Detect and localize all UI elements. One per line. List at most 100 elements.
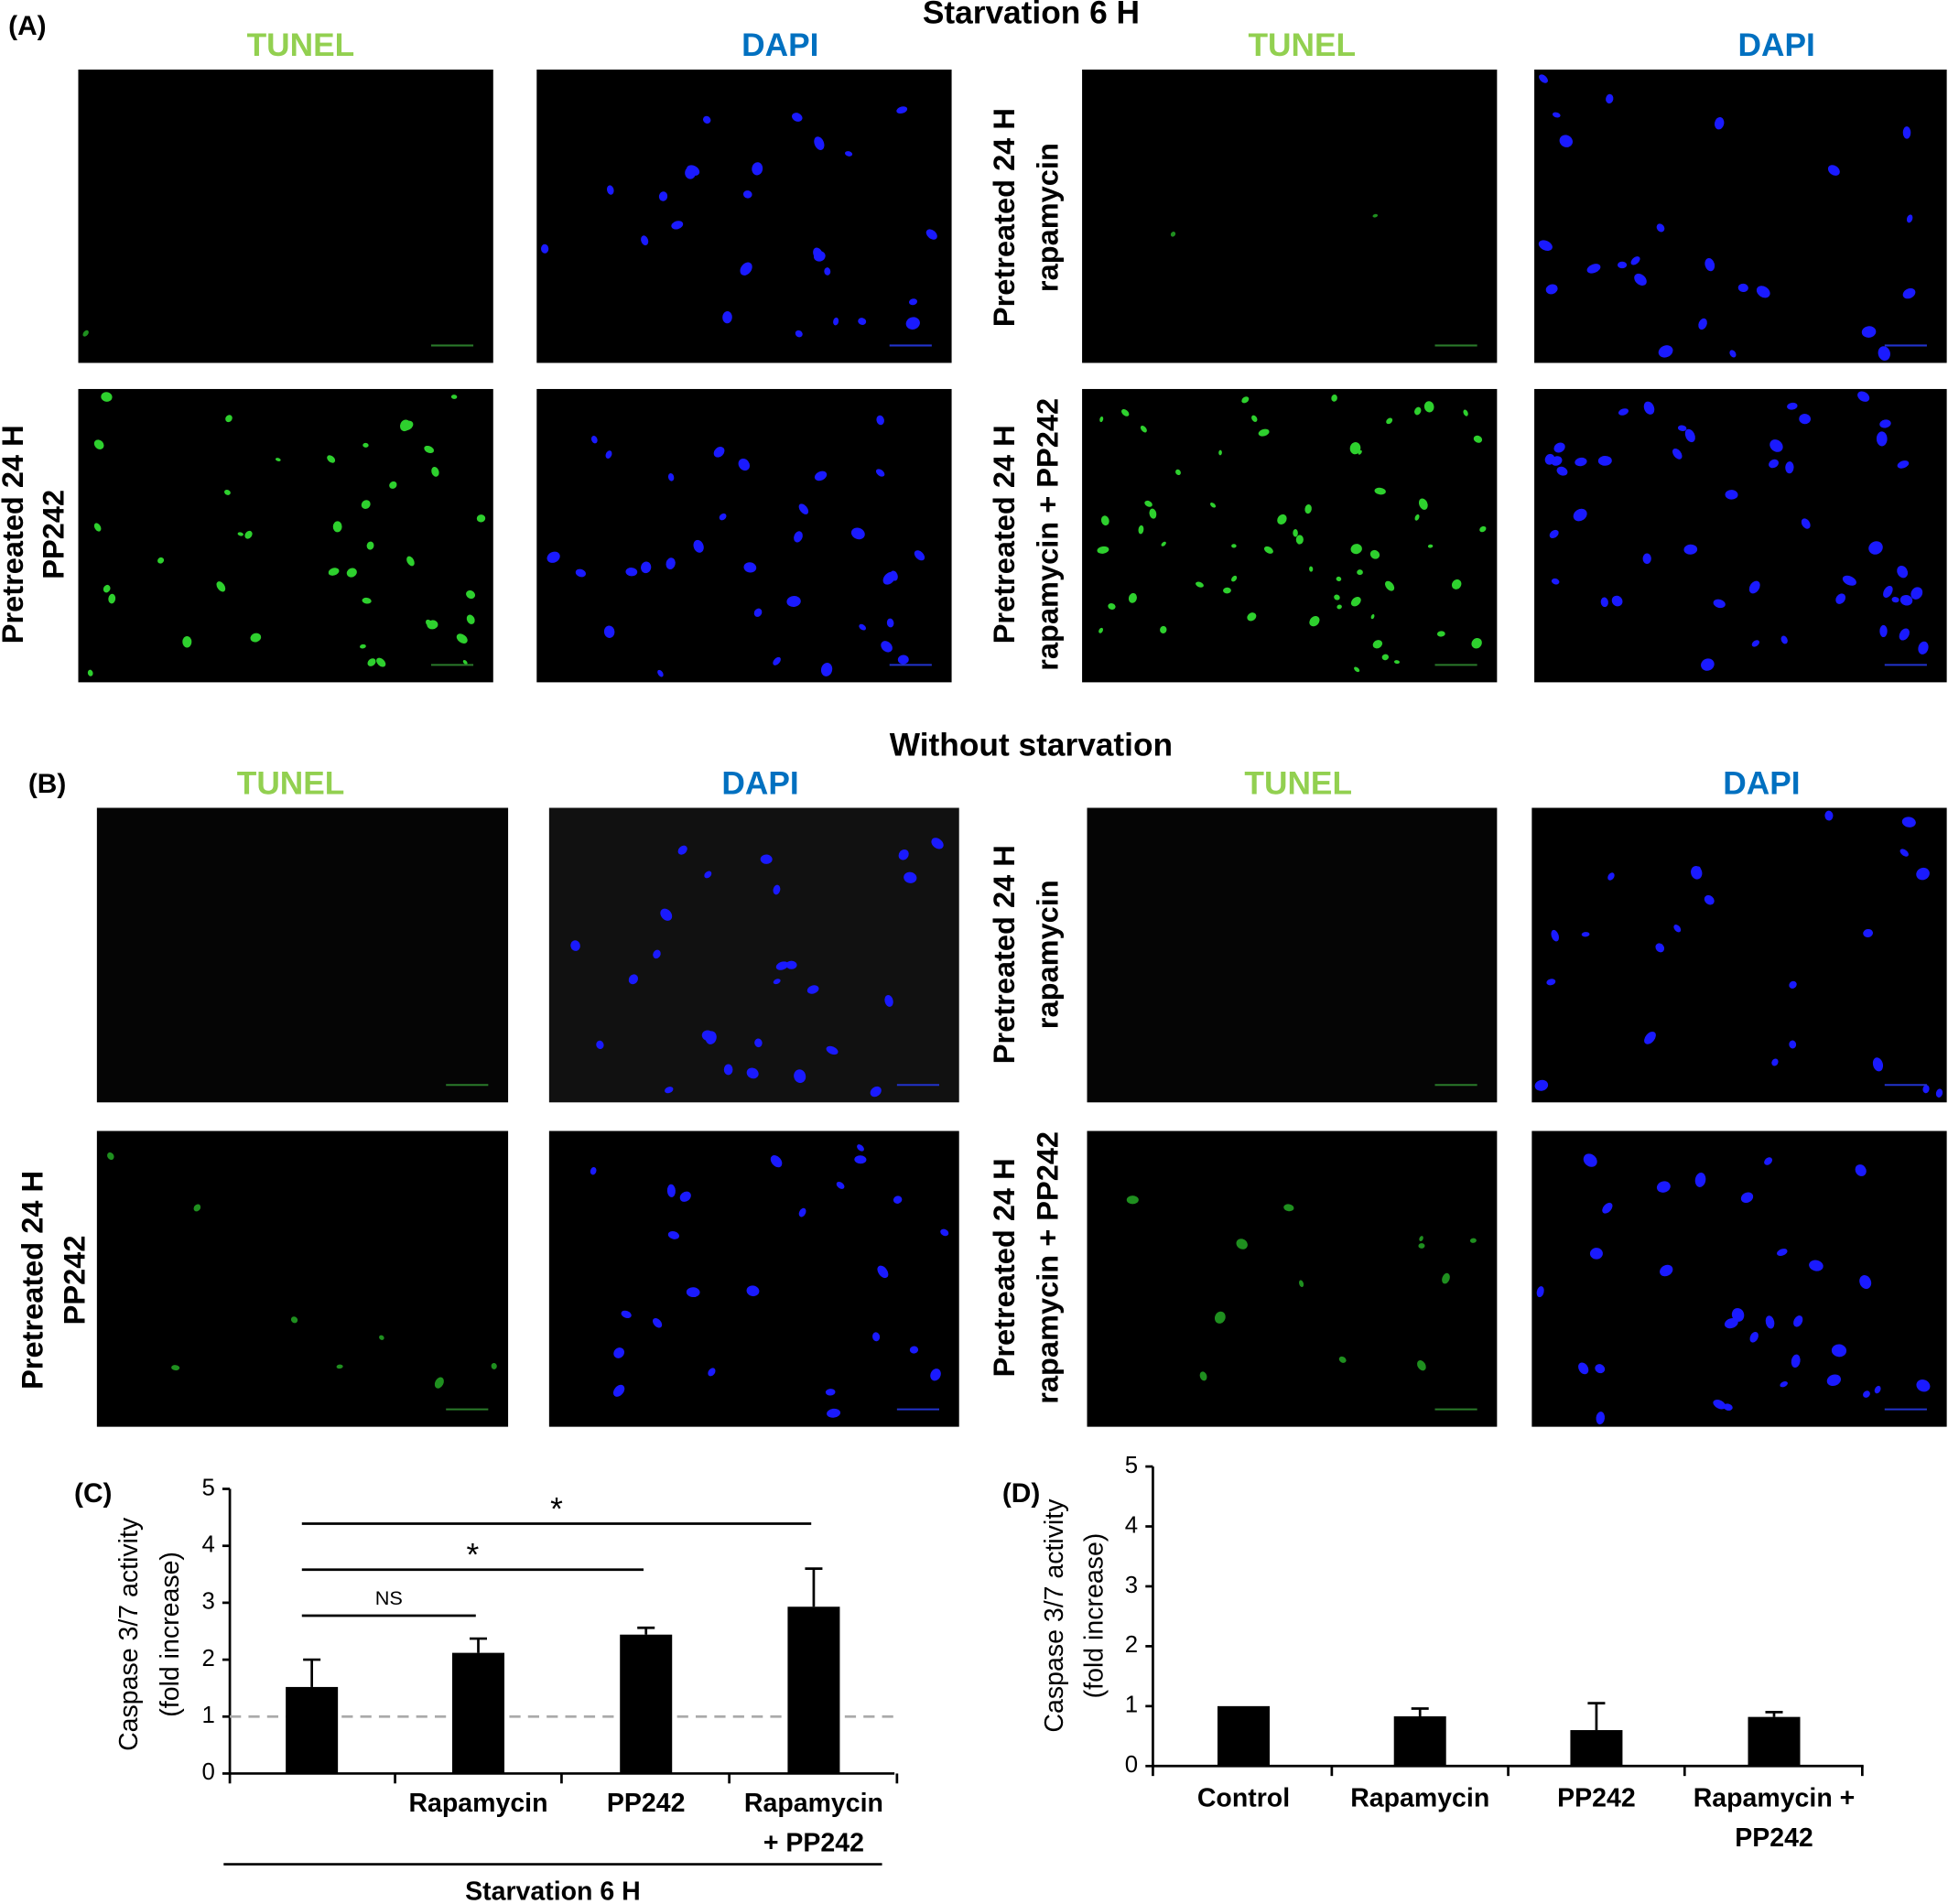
image-background [1082, 388, 1498, 683]
nucleus [792, 113, 803, 122]
nucleus [1789, 980, 1797, 989]
nucleus [940, 1228, 949, 1237]
micrograph [78, 70, 493, 363]
nucleus [1769, 439, 1783, 452]
tunel-spot [1100, 515, 1109, 526]
tunel-spot [1196, 581, 1204, 588]
tunel-spot [1370, 613, 1375, 620]
nucleus [1835, 593, 1846, 604]
row-label: PP242 [59, 1236, 92, 1325]
micrograph [1082, 388, 1498, 683]
tunel-spot [376, 657, 386, 667]
nucleus [794, 531, 803, 543]
panel-title: Starvation 6 H [923, 0, 1140, 31]
nucleus [1656, 223, 1665, 233]
nucleus [1863, 928, 1873, 937]
tunel-spot [1236, 1239, 1248, 1250]
row-label: PP242 [38, 490, 70, 579]
nucleus [1879, 624, 1888, 638]
tunel-spot [1349, 442, 1361, 455]
nucleus [1831, 1344, 1847, 1358]
nucleus [666, 1184, 676, 1197]
nucleus [1573, 508, 1587, 522]
nucleus [859, 623, 866, 631]
tunel-spot [193, 1204, 201, 1212]
tunel-spot [101, 392, 113, 402]
tunel-spot [1295, 535, 1304, 545]
tunel-spot [336, 1364, 343, 1369]
tunel-spot [224, 490, 231, 495]
tunel-spot [1144, 500, 1153, 507]
nucleus [1644, 1031, 1656, 1044]
nucleus [1897, 565, 1909, 579]
tunel-spot [491, 1362, 497, 1369]
nucleus [653, 949, 661, 959]
image-background [1534, 70, 1947, 363]
nucleus [893, 1195, 903, 1204]
nucleus [1789, 1040, 1797, 1049]
nucleus [1600, 597, 1608, 608]
chart-label: (D) [1002, 1478, 1040, 1509]
tunel-spot [1350, 544, 1362, 555]
image-background [1082, 70, 1498, 363]
nucleus [625, 568, 638, 577]
tunel-spot [1247, 612, 1257, 622]
nucleus [1606, 93, 1614, 104]
nucleus [666, 557, 676, 570]
nucleus [667, 472, 675, 481]
nucleus [786, 596, 801, 608]
nucleus [925, 229, 937, 240]
y-tick-label: 1 [1125, 1693, 1138, 1718]
x-tick-label: PP242 [1735, 1823, 1813, 1853]
nucleus [827, 1408, 841, 1418]
nucleus [826, 1045, 839, 1055]
nucleus [686, 1287, 700, 1298]
nucleus [1842, 575, 1856, 586]
nucleus [1855, 1164, 1867, 1176]
x-tick-label: Rapamycin + [1694, 1783, 1856, 1812]
tunel-spot [1417, 1360, 1426, 1371]
nucleus [1910, 587, 1923, 600]
column-header: DAPI [1738, 27, 1815, 63]
micrograph [1534, 388, 1947, 683]
tunel-spot [389, 481, 397, 489]
tunel-spot [1338, 1356, 1347, 1363]
nucleus [1868, 541, 1883, 555]
nucleus [1691, 866, 1703, 880]
nucleus [570, 940, 580, 951]
y-axis-label: (fold increase) [1080, 1533, 1109, 1699]
nucleus [1777, 1249, 1788, 1257]
nucleus [1539, 74, 1548, 83]
nucleus [1878, 346, 1890, 361]
bar [1218, 1705, 1270, 1767]
bar [787, 1606, 840, 1774]
nucleus [752, 162, 763, 176]
tunel-spot [1337, 604, 1342, 610]
tunel-spot [244, 530, 253, 539]
nucleus [719, 513, 727, 521]
nucleus [1872, 1057, 1884, 1072]
nucleus [1559, 135, 1573, 147]
nucleus [1583, 1153, 1597, 1167]
nucleus [596, 1040, 604, 1050]
significance-label: NS [375, 1586, 403, 1609]
nucleus [1553, 442, 1565, 453]
bar [620, 1634, 673, 1774]
nucleus [1617, 261, 1628, 269]
tunel-spot [346, 568, 357, 578]
y-axis-label: (fold increase) [156, 1552, 185, 1717]
nucleus [1694, 1172, 1706, 1187]
tunel-spot [1414, 406, 1422, 416]
micrograph [1087, 807, 1498, 1103]
nucleus [679, 1191, 691, 1202]
nucleus [775, 961, 789, 970]
nucleus [1698, 318, 1707, 330]
row-label: Pretreated 24 H [988, 1158, 1021, 1377]
tunel-spot [1304, 503, 1312, 514]
nucleus [1704, 894, 1715, 905]
nucleus [665, 1087, 674, 1094]
nucleus [754, 1038, 763, 1048]
nucleus [1891, 597, 1899, 603]
significance-label: * [467, 1538, 480, 1574]
tunel-spot [328, 568, 340, 576]
